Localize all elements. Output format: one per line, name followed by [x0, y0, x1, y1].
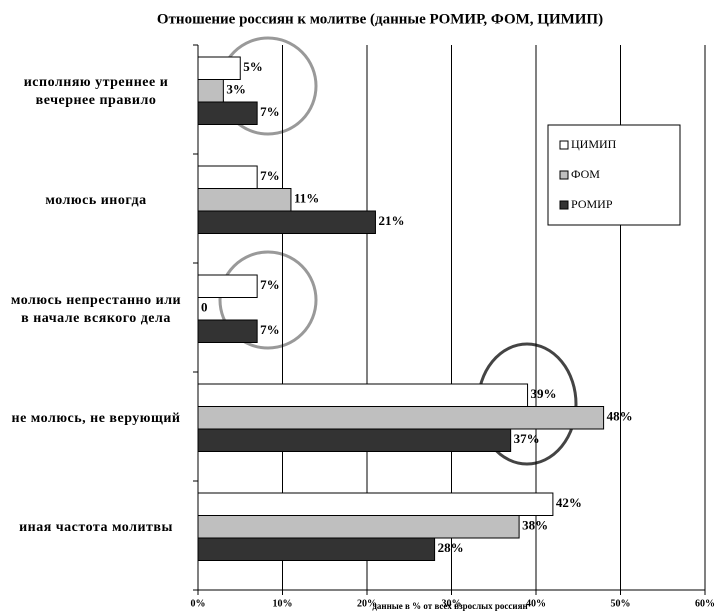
- legend-label: РОМИР: [571, 197, 613, 211]
- value-label: 0: [201, 300, 208, 315]
- legend-label: ФОМ: [571, 167, 600, 181]
- value-label: 7%: [260, 168, 280, 183]
- bar: [197, 428, 512, 452]
- legend-swatch: [559, 170, 569, 180]
- category-label: исполняю утреннее и вечернее правило: [23, 74, 169, 108]
- value-label: 37%: [514, 431, 540, 446]
- value-label: 11%: [294, 191, 319, 206]
- legend-swatch: [559, 200, 569, 210]
- bar: [197, 101, 258, 125]
- value-label: 42%: [556, 495, 582, 510]
- category-label: иная частота молитвы: [19, 519, 173, 535]
- bar: [197, 188, 292, 212]
- category-label: молюсь иногда: [45, 192, 147, 208]
- x-tick-label: 10%: [273, 598, 293, 609]
- category-label: молюсь непрестанно или в начале всякого …: [10, 292, 182, 326]
- bar: [197, 537, 436, 561]
- x-tick-label: 40%: [526, 598, 546, 609]
- value-label: 7%: [260, 322, 280, 337]
- bar: [197, 56, 241, 80]
- value-label: 7%: [260, 104, 280, 119]
- value-label: 28%: [438, 540, 464, 555]
- highlight-circle: [218, 250, 318, 350]
- value-label: 38%: [522, 518, 548, 533]
- bar: [197, 165, 258, 189]
- bar: [197, 79, 224, 103]
- x-tick-label: 30%: [442, 598, 462, 609]
- x-tick-label: 60%: [695, 598, 715, 609]
- bar: [197, 319, 258, 343]
- bar: [197, 274, 258, 298]
- x-axis-label: данные в % от всех взрослых россиян: [372, 601, 527, 611]
- x-tick-label: 50%: [611, 598, 631, 609]
- legend-box: [547, 124, 681, 226]
- legend-swatch: [559, 140, 569, 150]
- chart-title: Отношение россиян к молитве (данные РОМИ…: [157, 11, 603, 27]
- bar: [197, 515, 520, 539]
- value-label: 3%: [226, 82, 246, 97]
- legend-label: ЦИМИП: [571, 137, 617, 151]
- value-label: 7%: [260, 277, 280, 292]
- x-tick-label: 0%: [191, 598, 206, 609]
- value-label: 21%: [378, 213, 404, 228]
- x-tick-label: 20%: [357, 598, 377, 609]
- value-label: 48%: [607, 409, 633, 424]
- bar: [197, 492, 554, 516]
- bar: [197, 406, 605, 430]
- bar: [197, 210, 376, 234]
- value-label: 39%: [531, 386, 557, 401]
- value-label: 5%: [243, 59, 263, 74]
- category-label: не молюсь, не верующий: [11, 410, 181, 426]
- bar: [197, 383, 529, 407]
